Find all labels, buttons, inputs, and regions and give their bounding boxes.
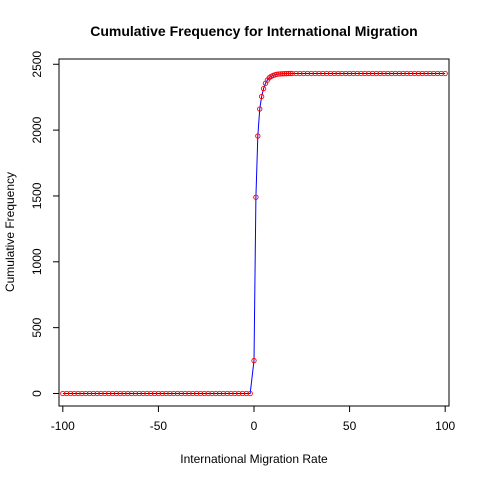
y-tick-label: 500 (30, 317, 44, 337)
x-axis: -100 -50 0 50 100 (51, 406, 456, 433)
x-tick-label: 50 (343, 419, 357, 433)
y-tick-label: 1000 (30, 248, 44, 275)
y-tick-label: 2000 (30, 116, 44, 143)
x-tick-label: -100 (51, 419, 75, 433)
y-tick-label: 0 (30, 390, 44, 397)
series-line (63, 73, 445, 393)
y-axis-label: Cumulative Frequency (3, 172, 17, 292)
chart-title: Cumulative Frequency for International M… (90, 23, 417, 39)
y-tick-label: 1500 (30, 182, 44, 209)
y-tick-label: 2500 (30, 51, 44, 78)
x-axis-label: International Migration Rate (180, 452, 328, 466)
y-axis: 0 500 1000 1500 2000 2500 (30, 51, 59, 397)
x-tick-label: -50 (150, 419, 168, 433)
x-tick-label: 100 (435, 419, 455, 433)
x-tick-label: 0 (251, 419, 258, 433)
series-group (61, 71, 448, 395)
